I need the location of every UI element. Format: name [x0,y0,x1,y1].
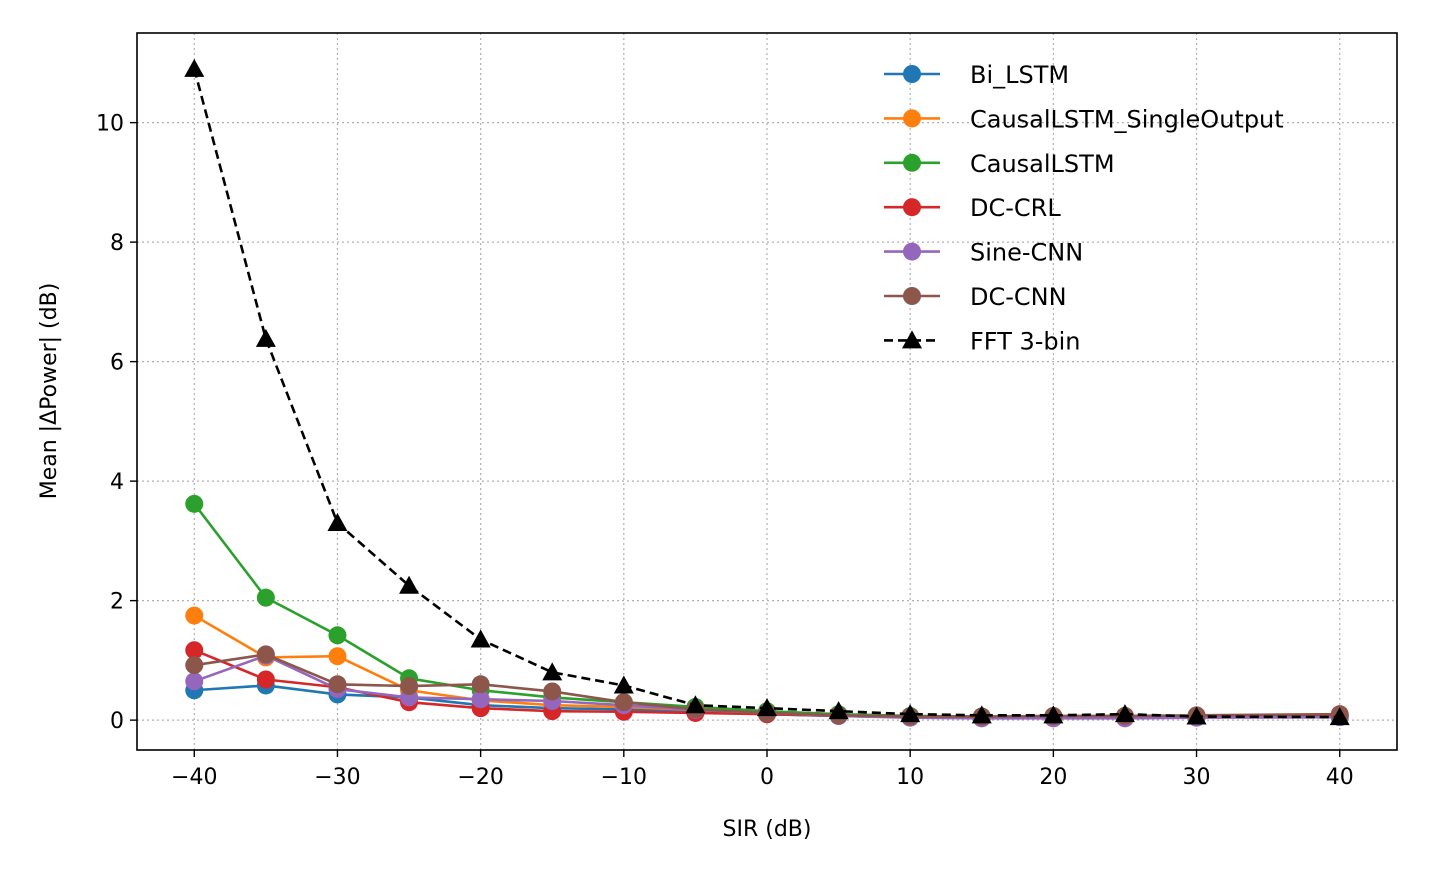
x-tick-label: 40 [1326,765,1354,790]
data-point [399,575,420,594]
legend-label: Bi_LSTM [970,61,1069,89]
data-point [900,704,921,723]
x-tick-label: −10 [601,765,647,790]
data-point [185,606,204,625]
legend-marker [903,242,921,261]
data-point [971,705,992,724]
legend-entry-fft-3-bin: FFT 3-bin [884,327,1081,355]
data-point [1043,705,1064,724]
legend: Bi_LSTM CausalLSTM_SingleOutput CausalLSTM… [884,61,1284,355]
data-point [327,512,348,531]
data-point [613,675,634,694]
x-tick-label: −30 [314,765,360,790]
series-group [184,58,1350,728]
data-point [256,645,275,664]
legend-label: CausalLSTM_SingleOutput [970,105,1284,133]
series-fft-3-bin [184,58,1350,726]
x-tick-label: 30 [1183,765,1211,790]
data-point [256,670,275,689]
data-point [256,588,275,607]
y-tick-label: 4 [110,470,124,495]
x-tick-label: 10 [896,765,924,790]
legend-marker [903,65,921,83]
data-point [185,656,204,675]
x-axis-label: SIR (dB) [723,817,812,842]
data-point [328,647,347,666]
grid [137,33,1397,750]
data-point [255,328,276,347]
data-point [185,641,204,660]
legend-entry-dc-cnn: DC-CNN [884,283,1067,311]
x-tick-label: −40 [171,765,217,790]
y-tick-label: 0 [110,709,124,734]
y-tick-label: 6 [110,351,124,376]
x-tick-label: −20 [457,765,503,790]
legend-label: Sine-CNN [970,239,1083,267]
data-point [471,690,490,709]
data-point [328,626,347,645]
legend-entry-causallstm: CausalLSTM [884,150,1115,178]
series-line-fft-3-bin [193,68,1340,719]
data-point [757,698,777,717]
legend-label: DC-CRL [970,194,1061,222]
y-tick-label: 8 [110,231,124,256]
x-tick-label: 20 [1039,765,1067,790]
legend-marker [903,198,921,217]
data-point [185,672,204,691]
legend-entry-dc-crl: DC-CRL [884,194,1061,222]
data-point [185,494,204,513]
x-tick-label: 0 [760,765,774,790]
legend-label: FFT 3-bin [970,327,1081,355]
data-point [470,629,491,648]
data-point [328,675,347,694]
y-tick-label: 10 [96,112,124,137]
legend-marker [903,109,921,128]
data-point [1186,706,1207,725]
data-point [400,677,419,696]
data-point [543,682,562,701]
legend-label: DC-CNN [970,283,1067,311]
data-point [184,58,205,77]
legend-marker [903,287,921,305]
data-point [685,695,706,714]
legend-marker [902,330,922,349]
y-axis-label: Mean |ΔPower| (dB) [37,283,62,500]
y-tick-label: 2 [110,590,124,615]
legend-entry-bi-lstm: Bi_LSTM [884,61,1069,89]
legend-label: CausalLSTM [970,150,1115,178]
data-point [614,693,633,712]
data-point [471,675,490,694]
data-point [828,701,849,720]
data-point [542,662,563,681]
data-point [1329,707,1350,726]
data-point [1114,704,1135,723]
axis-ticks: −40 −30 −20 −10 0 10 20 30 40 0 2 4 6 8 10 [96,112,1354,790]
legend-entry-sine-cnn: Sine-CNN [884,239,1083,267]
legend-marker [903,153,921,172]
legend-entry-causallstm-singleoutput: CausalLSTM_SingleOutput [884,105,1284,133]
